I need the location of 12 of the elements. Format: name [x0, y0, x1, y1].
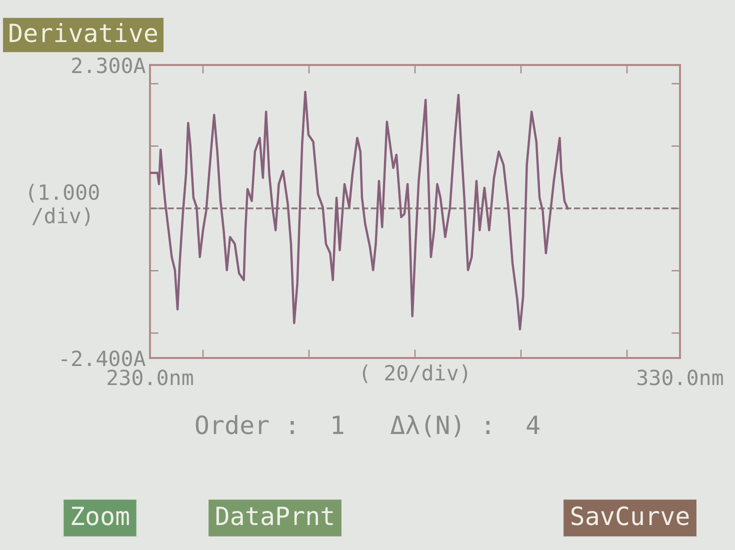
y-tick-label: -2.400A: [62, 350, 146, 366]
x-tick-label: 230.0nm: [108, 370, 193, 386]
text: DataPrnt: [216, 506, 333, 526]
text: Order : 1 Δλ(N) : 4: [196, 414, 540, 438]
y-axis-title: (1.000 /div): [29, 184, 99, 226]
text: Zoom: [72, 506, 129, 526]
x-axis-title: ( 20/div): [362, 364, 468, 384]
x-tick-label: 330.0nm: [637, 370, 723, 386]
line-series: [150, 90, 569, 330]
chart-title: Derivative: [10, 22, 158, 42]
text: SavCurve: [571, 506, 689, 526]
y-tick-label: 2.300A: [72, 58, 146, 74]
